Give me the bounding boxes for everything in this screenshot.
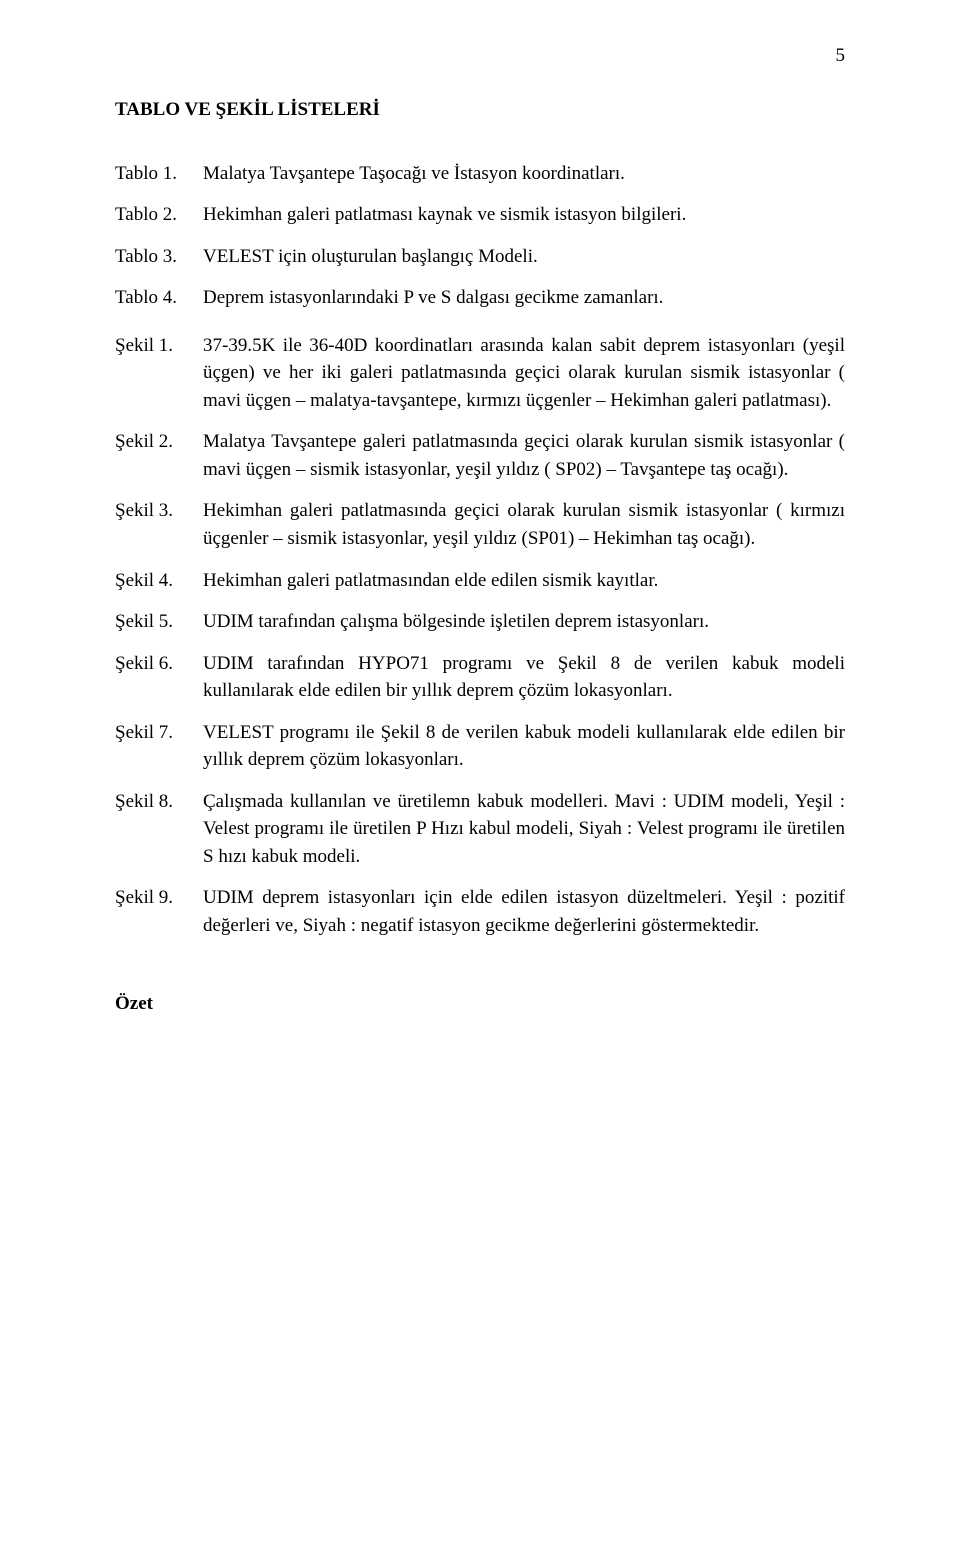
item-text: 37-39.5K ile 36-40D koordinatları arasın…	[203, 332, 845, 415]
item-text: UDIM tarafından çalışma bölgesinde işlet…	[203, 608, 845, 636]
list-item: Şekil 9. UDIM deprem istasyonları için e…	[115, 884, 845, 939]
list-item: Tablo 1. Malatya Tavşantepe Taşocağı ve …	[115, 160, 845, 188]
item-label: Şekil 1.	[115, 332, 203, 360]
item-text: UDIM tarafından HYPO71 programı ve Şekil…	[203, 650, 845, 705]
list-item: Tablo 4. Deprem istasyonlarındaki P ve S…	[115, 284, 845, 312]
heading-tablo-sekil-listeleri: TABLO VE ŞEKİL LİSTELERİ	[115, 96, 845, 124]
item-text: VELEST programı ile Şekil 8 de verilen k…	[203, 719, 845, 774]
item-text: Deprem istasyonlarındaki P ve S dalgası …	[203, 284, 845, 312]
item-text: Hekimhan galeri patlatması kaynak ve sis…	[203, 201, 845, 229]
list-item: Şekil 8. Çalışmada kullanılan ve üretile…	[115, 788, 845, 871]
item-label: Şekil 4.	[115, 567, 203, 595]
list-item: Şekil 3. Hekimhan galeri patlatmasında g…	[115, 497, 845, 552]
item-label: Tablo 4.	[115, 284, 203, 312]
list-item: Tablo 2. Hekimhan galeri patlatması kayn…	[115, 201, 845, 229]
item-label: Şekil 7.	[115, 719, 203, 747]
item-label: Şekil 5.	[115, 608, 203, 636]
list-item: Şekil 5. UDIM tarafından çalışma bölgesi…	[115, 608, 845, 636]
item-label: Şekil 8.	[115, 788, 203, 816]
list-item: Şekil 2. Malatya Tavşantepe galeri patla…	[115, 428, 845, 483]
list-item: Şekil 4. Hekimhan galeri patlatmasından …	[115, 567, 845, 595]
item-text: Hekimhan galeri patlatmasından elde edil…	[203, 567, 845, 595]
item-text: Çalışmada kullanılan ve üretilemn kabuk …	[203, 788, 845, 871]
item-label: Şekil 2.	[115, 428, 203, 456]
list-item: Şekil 7. VELEST programı ile Şekil 8 de …	[115, 719, 845, 774]
item-text: VELEST için oluşturulan başlangıç Modeli…	[203, 243, 845, 271]
item-label: Tablo 3.	[115, 243, 203, 271]
page-number: 5	[836, 42, 846, 70]
list-item: Tablo 3. VELEST için oluşturulan başlang…	[115, 243, 845, 271]
list-item: Şekil 1. 37-39.5K ile 36-40D koordinatla…	[115, 332, 845, 415]
item-label: Şekil 9.	[115, 884, 203, 912]
heading-ozet: Özet	[115, 990, 845, 1018]
item-label: Tablo 1.	[115, 160, 203, 188]
document-page: 5 TABLO VE ŞEKİL LİSTELERİ Tablo 1. Mala…	[0, 0, 960, 1554]
item-text: Malatya Tavşantepe galeri patlatmasında …	[203, 428, 845, 483]
item-text: UDIM deprem istasyonları için elde edile…	[203, 884, 845, 939]
item-label: Şekil 3.	[115, 497, 203, 525]
item-text: Malatya Tavşantepe Taşocağı ve İstasyon …	[203, 160, 845, 188]
item-text: Hekimhan galeri patlatmasında geçici ola…	[203, 497, 845, 552]
item-label: Şekil 6.	[115, 650, 203, 678]
item-label: Tablo 2.	[115, 201, 203, 229]
list-item: Şekil 6. UDIM tarafından HYPO71 programı…	[115, 650, 845, 705]
